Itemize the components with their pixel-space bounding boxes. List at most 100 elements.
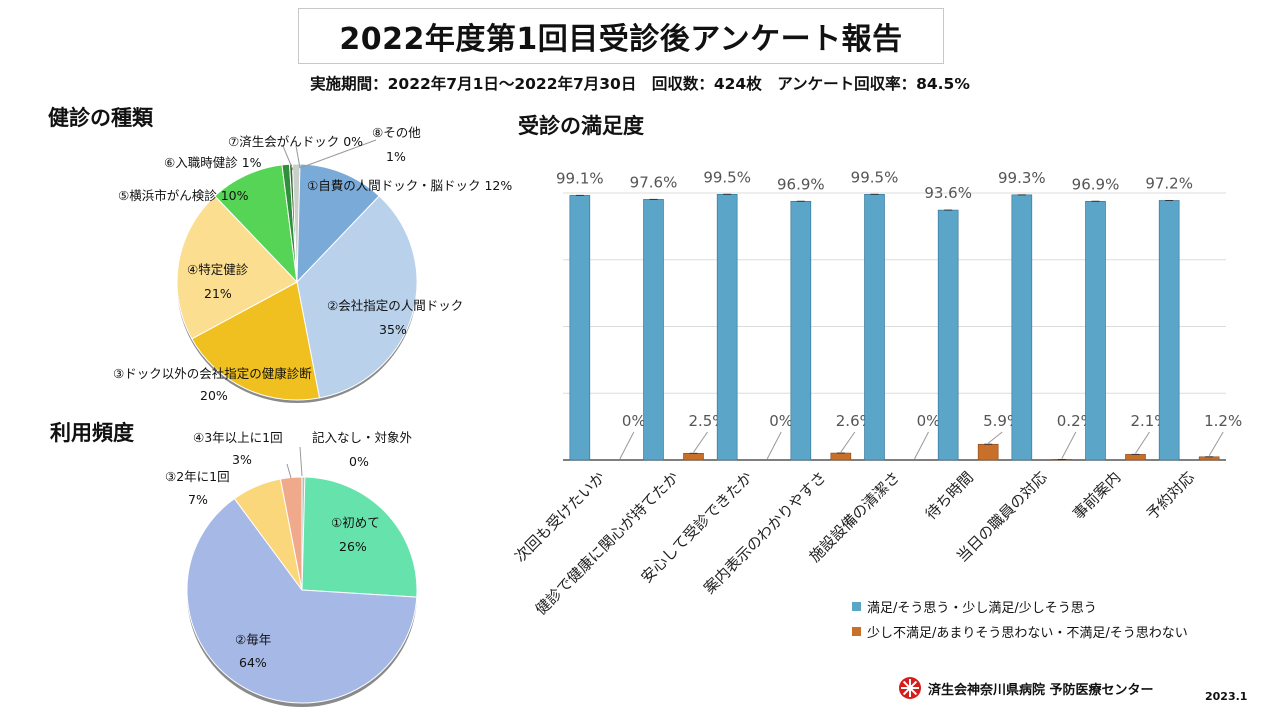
pie2-label-5: 記入なし・対象外 — [312, 430, 413, 445]
bar-label-satisfied: 96.9% — [777, 175, 825, 193]
bar-label-dissatisfied: 2.5% — [688, 412, 726, 430]
bar-dissatisfied — [830, 452, 852, 461]
bar-dissatisfied — [683, 453, 704, 461]
pie2-value-3: 7% — [188, 492, 208, 507]
pie2-value-2: 64% — [239, 655, 267, 670]
pie1-value-3: 20% — [200, 388, 228, 403]
pie2-value-1: 26% — [339, 539, 367, 554]
footer-organization: 済生会神奈川県病院 予防医療センター — [928, 683, 1154, 698]
pie1-label-5: ⑤横浜市がん検診 10% — [118, 188, 249, 203]
legend-swatch-dissatisfied — [852, 627, 861, 636]
footer-date: 2023.1 — [1205, 690, 1248, 703]
pie1-slice-2 — [296, 195, 418, 399]
bar-title: 受診の満足度 — [518, 114, 644, 138]
bar-label-satisfied: 99.3% — [998, 169, 1046, 187]
report-subtitle: 実施期間：2022年7月1日～2022年7月30日 回収数：424枚 アンケート… — [310, 75, 970, 93]
pie2-title: 利用頻度 — [50, 421, 134, 445]
pie2-slice-5 — [301, 476, 306, 591]
pie1-label-8: ⑧その他 — [372, 125, 421, 140]
pie1-value-8: 1% — [386, 149, 406, 164]
leader-line — [766, 431, 782, 460]
pie1-slice-8 — [291, 163, 301, 283]
pie1-slice-7 — [288, 163, 298, 283]
pie2-slice-3 — [233, 478, 303, 591]
bar-satisfied — [1085, 200, 1106, 461]
pie1-slice-6 — [281, 163, 298, 283]
pie2-value-4: 3% — [232, 452, 252, 467]
leader-line — [1061, 431, 1077, 459]
leader-line — [619, 431, 635, 460]
legend-swatch-satisfied — [852, 602, 861, 611]
bar-label-satisfied: 97.2% — [1145, 174, 1193, 192]
bar-satisfied — [937, 209, 959, 461]
pie2-label-2: ②毎年 — [235, 632, 272, 647]
pie2-slice-4 — [279, 476, 303, 591]
bar-satisfied — [1011, 194, 1033, 461]
bar-label-satisfied: 96.9% — [1072, 175, 1120, 193]
legend-label-dissatisfied: 少し不満足/あまりそう思わない・不満足/そう思わない — [867, 626, 1188, 641]
bar-label-dissatisfied: 0% — [769, 412, 793, 430]
title-box: 2022年度第1回目受診後アンケート報告 — [298, 8, 944, 64]
category-label: 健診で健康に関心が持てたか — [532, 468, 683, 619]
bar-label-dissatisfied: 0.2% — [1057, 412, 1095, 430]
category-label: 案内表示のわかりやすさ — [700, 468, 829, 597]
pie1-label-3: ③ドック以外の会社指定の健康診断 — [113, 366, 312, 381]
bar-label-dissatisfied: 5.9% — [983, 412, 1021, 430]
bar-label-satisfied: 99.5% — [851, 168, 899, 186]
bar-dissatisfied — [1125, 454, 1146, 461]
pie1-label-2: ②会社指定の人間ドック — [327, 298, 464, 313]
category-label: 施設設備の清潔さ — [806, 468, 904, 566]
bar-dissatisfied — [1198, 456, 1220, 461]
pie2-value-5: 0% — [349, 454, 369, 469]
pie1-value-2: 35% — [379, 322, 407, 337]
pie1-value-4: 21% — [204, 286, 232, 301]
pie1-label-1: ①自費の人間ドック・脳ドック 12% — [307, 178, 513, 193]
pie1-label-4: ④特定健診 — [187, 262, 249, 277]
pie2-slice-2 — [186, 497, 418, 704]
leader-line — [1135, 431, 1150, 454]
leader-line — [840, 431, 856, 453]
bar-satisfied — [864, 194, 885, 461]
bar-satisfied — [716, 194, 738, 461]
category-label: 予約対応 — [1143, 468, 1198, 523]
bar-dissatisfied — [1051, 459, 1073, 461]
leader-line — [693, 431, 708, 453]
pie1-title: 健診の種類 — [48, 106, 153, 130]
bar-label-dissatisfied: 2.1% — [1130, 412, 1168, 430]
pie2-label-3: ③2年に1回 — [165, 469, 230, 484]
legend-item-satisfied: 満足/そう思う・少し満足/少しそう思う — [852, 597, 1097, 616]
leader-line — [987, 431, 1003, 444]
pie2-slice-1 — [301, 476, 418, 598]
bar-label-satisfied: 93.6% — [924, 184, 972, 202]
pie2-shadow — [187, 481, 417, 707]
bar-label-dissatisfied: 0% — [622, 412, 646, 430]
pie1-leader-line-2 — [295, 145, 301, 169]
category-label: 事前案内 — [1069, 468, 1124, 523]
bar-label-satisfied: 99.5% — [703, 168, 751, 186]
bar-label-dissatisfied: 1.2% — [1204, 412, 1242, 430]
hospital-logo-icon — [898, 676, 922, 704]
legend-item-dissatisfied: 少し不満足/あまりそう思わない・不満足/そう思わない — [852, 622, 1188, 641]
category-label: 当日の職員の対応 — [953, 468, 1051, 566]
pie2-label-1: ①初めて — [331, 515, 380, 530]
bar-label-satisfied: 97.6% — [630, 173, 678, 191]
bar-dissatisfied — [977, 443, 999, 461]
category-label: 次回も受けたいか — [511, 468, 609, 566]
bar-satisfied — [1158, 200, 1180, 461]
category-label: 安心して受診できたか — [638, 468, 756, 586]
bar-label-dissatisfied: 0% — [917, 412, 941, 430]
pie1-label-6: ⑥入職時健診 1% — [164, 155, 262, 170]
bar-satisfied — [643, 199, 664, 461]
bar-satisfied — [569, 195, 591, 461]
pie1-leader-line-1 — [282, 145, 294, 171]
pie2-leader-line-2 — [299, 446, 303, 477]
pie2-leader-line-1 — [286, 463, 292, 479]
leader-line — [914, 431, 929, 460]
bar-label-dissatisfied: 2.6% — [836, 412, 874, 430]
bar-satisfied — [790, 200, 812, 461]
pie1-label-7: ⑦済生会がんドック 0% — [228, 134, 364, 149]
pie2-label-4: ④3年以上に1回 — [193, 430, 283, 445]
legend-label-satisfied: 満足/そう思う・少し満足/少しそう思う — [867, 601, 1097, 616]
category-label: 待ち時間 — [922, 468, 977, 523]
report-title: 2022年度第1回目受診後アンケート報告 — [339, 22, 903, 57]
